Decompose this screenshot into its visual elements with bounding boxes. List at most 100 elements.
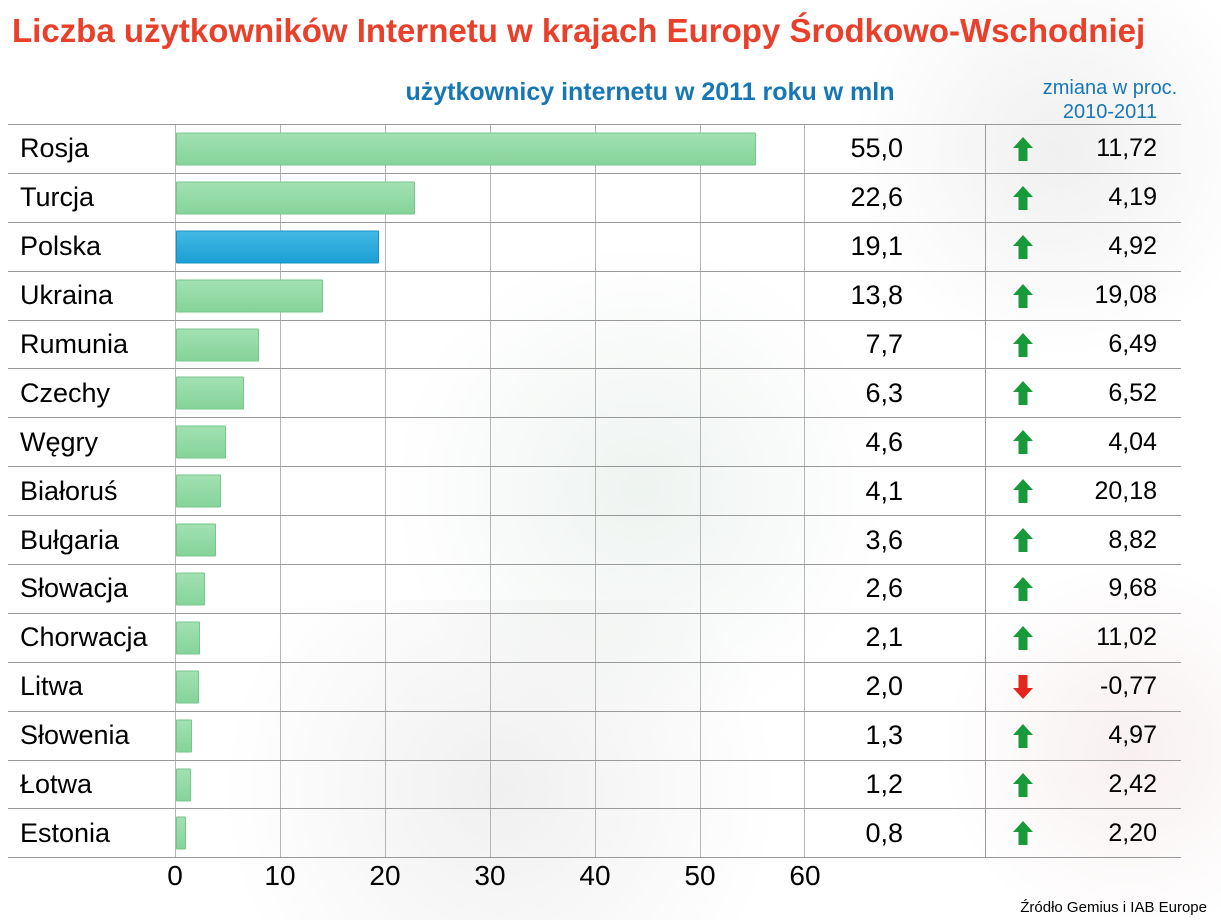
bar: [176, 328, 259, 361]
change-cell: 4,04: [985, 418, 1181, 467]
change-cell: 6,52: [985, 369, 1181, 418]
chart-row: Słowenia 1,3 4,97: [8, 711, 1181, 761]
change-value: 8,82: [1108, 525, 1157, 554]
plot-cell: [175, 320, 805, 369]
change-cell: 11,02: [985, 613, 1181, 662]
change-value: 9,68: [1108, 574, 1157, 603]
plot-cell: [175, 418, 805, 467]
bar: [176, 376, 245, 410]
arrow-up-icon: [1012, 283, 1042, 309]
change-value: -0,77: [1100, 672, 1157, 701]
bar: [176, 132, 756, 166]
arrow-down-icon: [1012, 674, 1042, 700]
change-cell: 6,49: [985, 320, 1181, 369]
change-cell: 20,18: [985, 467, 1181, 516]
change-cell: -0,77: [985, 662, 1181, 711]
bar: [176, 816, 187, 850]
value-label: 19,1: [850, 231, 903, 262]
value-label: 1,3: [865, 720, 903, 751]
arrow-up-icon: [1012, 332, 1042, 358]
change-cell: 11,72: [985, 125, 1181, 173]
chart-row: Węgry 4,6 4,04: [8, 418, 1181, 468]
country-label: Estonia: [20, 817, 111, 848]
bar: [176, 425, 227, 459]
arrow-up-icon: [1012, 723, 1042, 749]
source-note: Źródło Gemius i IAB Europe: [1020, 899, 1207, 916]
arrow-up-icon: [1012, 380, 1042, 406]
chart-row: Polska 19,1 4,92: [8, 222, 1181, 272]
change-value: 2,20: [1108, 818, 1157, 847]
country-label: Białoruś: [20, 475, 118, 506]
chart-row: Turcja 22,6 4,19: [8, 173, 1181, 223]
change-value: 4,92: [1108, 232, 1157, 261]
plot-cell: [175, 662, 805, 711]
value-label: 2,0: [865, 671, 903, 702]
value-label: 4,1: [865, 475, 903, 506]
change-value: 20,18: [1094, 476, 1157, 505]
change-value: 4,19: [1108, 183, 1157, 212]
change-column-header-line1: zmiana w proc.: [1042, 77, 1178, 99]
value-label: 4,6: [865, 426, 903, 457]
chart-row: Czechy 6,3 6,52: [8, 369, 1181, 419]
arrow-up-icon: [1012, 820, 1042, 846]
arrow-up-icon: [1012, 772, 1042, 798]
page-title: Liczba użytkowników Internetu w krajach …: [12, 12, 1146, 49]
bar: [176, 621, 201, 655]
chart-row: Estonia 0,8 2,20: [8, 809, 1181, 859]
change-value: 6,49: [1108, 330, 1157, 358]
value-label: 55,0: [850, 133, 903, 164]
value-label: 2,6: [865, 573, 903, 604]
change-cell: 4,97: [985, 711, 1181, 760]
change-value: 6,52: [1108, 378, 1157, 407]
change-value: 19,08: [1094, 281, 1157, 310]
country-label: Rumunia: [20, 329, 129, 359]
change-cell: 8,82: [985, 516, 1181, 565]
change-column-header-line2: 2010-2011: [1062, 101, 1158, 123]
value-label: 22,6: [850, 182, 903, 213]
value-label: 13,8: [850, 280, 903, 311]
x-tick-label: 50: [684, 860, 716, 891]
chart-row: Litwa 2,0 -0,77: [8, 662, 1181, 712]
value-label: 6,3: [865, 377, 903, 408]
x-tick-label: 10: [264, 860, 296, 891]
country-label: Polska: [20, 231, 102, 262]
value-label: 0,8: [865, 817, 903, 848]
x-axis: 0 10 20 30 40 50 60: [8, 860, 1181, 902]
change-value: 4,97: [1108, 721, 1157, 750]
change-cell: 2,20: [985, 809, 1181, 858]
plot-cell: [175, 369, 805, 418]
bar-highlighted: [176, 230, 379, 264]
country-label: Chorwacja: [20, 622, 148, 653]
x-tick-label: 60: [789, 860, 821, 891]
arrow-up-icon: [1012, 136, 1042, 162]
plot-cell: [175, 271, 805, 320]
chart-row: Białoruś 4,1 20,18: [8, 467, 1181, 517]
country-label: Bułgaria: [20, 524, 120, 555]
change-cell: 9,68: [985, 565, 1181, 613]
plot-cell: [175, 760, 805, 809]
change-cell: 2,42: [985, 760, 1181, 809]
country-label: Rosja: [20, 133, 90, 164]
bar: [176, 181, 416, 215]
change-value: 11,02: [1096, 623, 1157, 652]
bar: [176, 279, 323, 313]
bar: [176, 572, 206, 606]
plot-cell: [175, 711, 805, 760]
x-tick-label: 30: [474, 860, 506, 891]
arrow-up-icon: [1012, 527, 1042, 553]
plot-cell: [175, 222, 805, 271]
change-value: 4,04: [1108, 427, 1157, 456]
bar-chart: Rosja 55,0 11,72 Turcja 22,6 4,19 Polska 19,1 4,…: [8, 124, 1181, 859]
arrow-up-icon: [1012, 478, 1042, 504]
bar: [176, 523, 216, 557]
country-label: Słowacja: [20, 573, 129, 604]
chart-row: Rumunia 7,7 6,49: [8, 320, 1181, 370]
chart-subtitle: użytkownicy internetu w 2011 roku w mln: [405, 78, 895, 106]
value-label: 2,1: [865, 622, 903, 653]
plot-cell: [175, 467, 805, 516]
arrow-up-icon: [1012, 576, 1042, 602]
chart-row: Rosja 55,0 11,72: [8, 125, 1181, 174]
plot-cell: [175, 173, 805, 222]
plot-cell: [175, 125, 805, 173]
change-value: 11,72: [1096, 134, 1157, 163]
